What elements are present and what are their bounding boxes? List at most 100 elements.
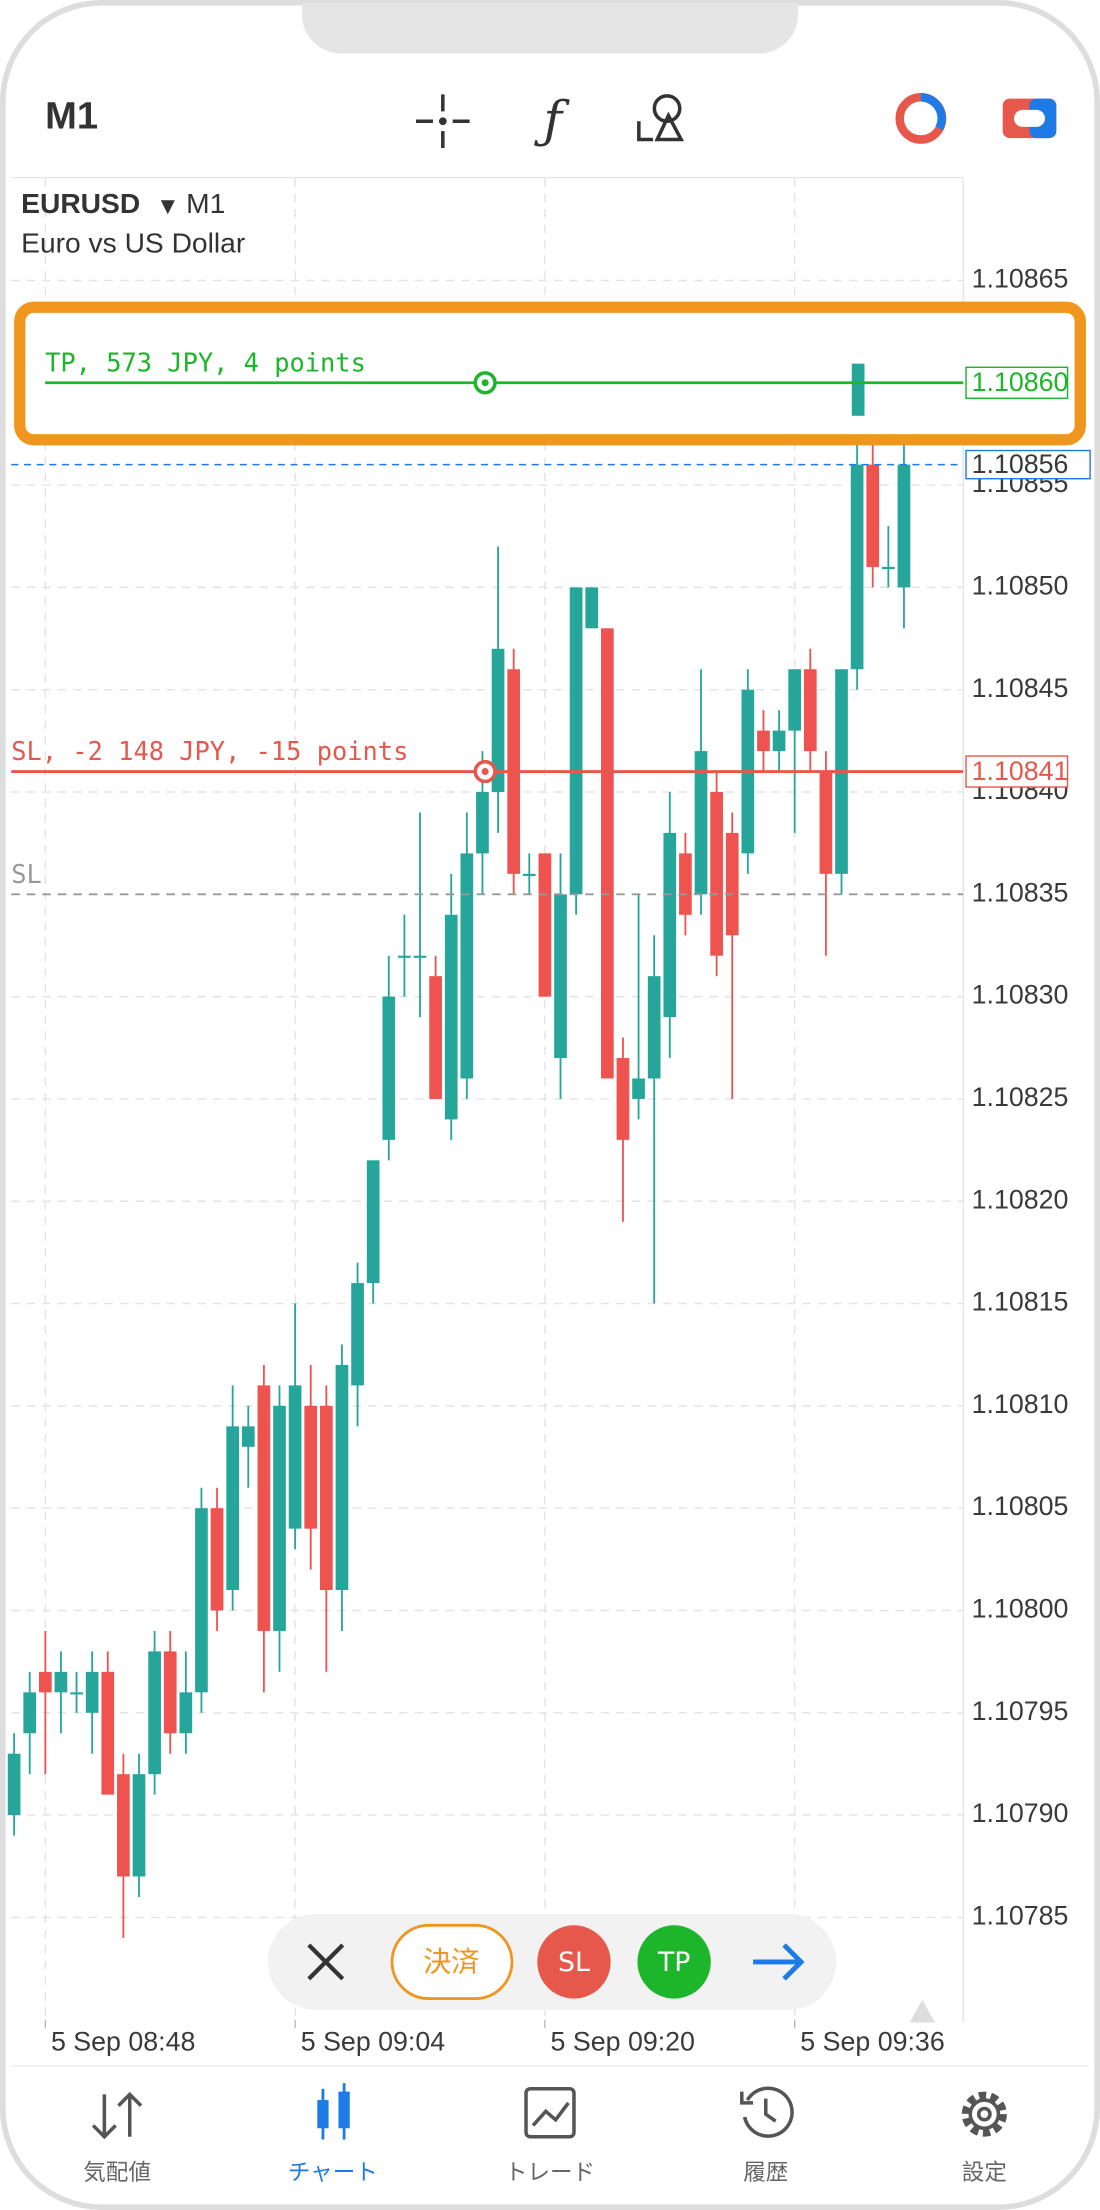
candle-body — [257, 1385, 271, 1631]
candle-body — [7, 1753, 21, 1816]
candle-body — [70, 1692, 83, 1695]
y-tick-label: 1.10815 — [972, 1287, 1069, 1317]
y-tick-label: 1.10805 — [972, 1491, 1069, 1521]
candle-body — [179, 1692, 193, 1734]
settings-tab-icon[interactable] — [961, 2091, 1007, 2137]
candle-body — [897, 464, 911, 588]
candle-body — [444, 914, 458, 1120]
highlight-frame — [14, 301, 1086, 446]
level-price-tag — [965, 366, 1069, 399]
candle-body — [429, 976, 442, 1099]
candle-body — [23, 1692, 37, 1734]
sl-button-label: SL — [558, 1947, 590, 1978]
y-tick-label: 1.10795 — [972, 1696, 1069, 1726]
y-tick-label: 1.10865 — [972, 264, 1069, 294]
candle-body — [600, 628, 614, 1079]
tp-button[interactable] — [637, 1925, 711, 1999]
candle-body — [101, 1671, 115, 1795]
symbol-dropdown[interactable]: ▼ — [161, 196, 176, 217]
level-label: SL — [11, 859, 42, 889]
tp-drag-handle[interactable] — [851, 363, 865, 416]
y-tick-label: 1.10845 — [972, 673, 1069, 703]
tab-label[interactable]: 気配値 — [83, 2160, 151, 2186]
current-price-tag — [965, 449, 1091, 480]
history-tab-icon[interactable] — [740, 2086, 794, 2138]
tab-label[interactable]: トレード — [505, 2160, 595, 2186]
y-tick-label: 1.10785 — [972, 1900, 1069, 1930]
candle-body — [117, 1774, 130, 1877]
objects-icon[interactable] — [637, 94, 685, 142]
candle-body — [632, 1078, 645, 1099]
candle-body — [538, 853, 552, 997]
symbol[interactable]: EURUSD — [21, 187, 140, 219]
candle-body — [476, 792, 489, 854]
level-handle-dot — [481, 768, 489, 776]
candle-body — [226, 1426, 240, 1591]
tab-label[interactable]: 設定 — [962, 2160, 1007, 2186]
y-tick-label: 1.10850 — [972, 570, 1069, 600]
current-price-label: 1.10856 — [972, 449, 1069, 479]
candle-body — [398, 955, 411, 958]
y-tick-label: 1.10800 — [972, 1594, 1069, 1624]
sl-button[interactable] — [537, 1925, 611, 1999]
candle-body — [725, 832, 739, 936]
candle-body — [335, 1364, 349, 1591]
candle-body — [273, 1405, 286, 1631]
candle-body — [663, 832, 677, 1018]
trade-icon[interactable] — [1002, 98, 1057, 139]
candle-body — [788, 669, 802, 731]
y-tick-label: 1.10790 — [972, 1798, 1069, 1828]
tp-button-label: TP — [657, 1947, 691, 1978]
tab-label[interactable]: 履歴 — [743, 2160, 788, 2186]
level-price-label: 1.10860 — [972, 367, 1069, 397]
candle-body — [679, 853, 692, 915]
chart-timeframe: M1 — [186, 187, 225, 219]
close-position-button[interactable] — [390, 1923, 514, 2000]
level-label: TP, 573 JPY, 4 points — [45, 347, 366, 377]
y-tick-label: 1.10830 — [972, 980, 1069, 1010]
candle-body — [569, 587, 583, 895]
level-handle-dot — [481, 379, 489, 387]
candle-body — [616, 1058, 630, 1140]
candle-body — [819, 771, 833, 874]
candle-body — [757, 730, 770, 752]
tab-label[interactable]: チャート — [288, 2160, 378, 2186]
x-tick-label: 5 Sep 09:36 — [800, 2027, 944, 2057]
candle-body — [366, 1160, 380, 1284]
candle-body — [866, 464, 880, 567]
chart-tab-icon[interactable] — [317, 2083, 350, 2140]
candle-body — [772, 730, 786, 752]
y-tick-label: 1.10820 — [972, 1184, 1069, 1214]
candle-body — [85, 1671, 99, 1713]
quotes-icon[interactable] — [91, 2091, 143, 2140]
next-button[interactable] — [753, 1943, 805, 1981]
candle-body — [413, 955, 427, 958]
x-tick-label: 5 Sep 09:04 — [301, 2027, 446, 2057]
candle-body — [351, 1283, 364, 1386]
candle-body — [460, 853, 474, 1079]
candle-body — [319, 1405, 333, 1591]
highlight-background — [22, 310, 1078, 437]
timeframe-button[interactable]: M1 — [45, 95, 98, 137]
candle-body — [585, 587, 599, 629]
trade-tab-icon[interactable] — [524, 2087, 576, 2139]
level-price-label: 1.10841 — [972, 756, 1069, 786]
close-toolbar-button[interactable] — [307, 1943, 345, 1981]
symbol-description: Euro vs US Dollar — [21, 227, 245, 259]
candle-body — [241, 1426, 255, 1447]
x-tick-label: 5 Sep 08:48 — [51, 2027, 195, 2057]
y-tick-label: 1.10835 — [972, 877, 1069, 907]
candle-body — [850, 464, 864, 670]
candle-body — [882, 566, 895, 570]
level-price-tag — [965, 755, 1069, 788]
candle-body — [210, 1508, 224, 1611]
crosshair-icon[interactable] — [416, 94, 470, 148]
candle-body — [304, 1405, 318, 1529]
account-icon[interactable] — [895, 93, 947, 144]
candle-body — [491, 648, 505, 793]
candle-body — [554, 894, 567, 1059]
candle-body — [163, 1651, 177, 1734]
